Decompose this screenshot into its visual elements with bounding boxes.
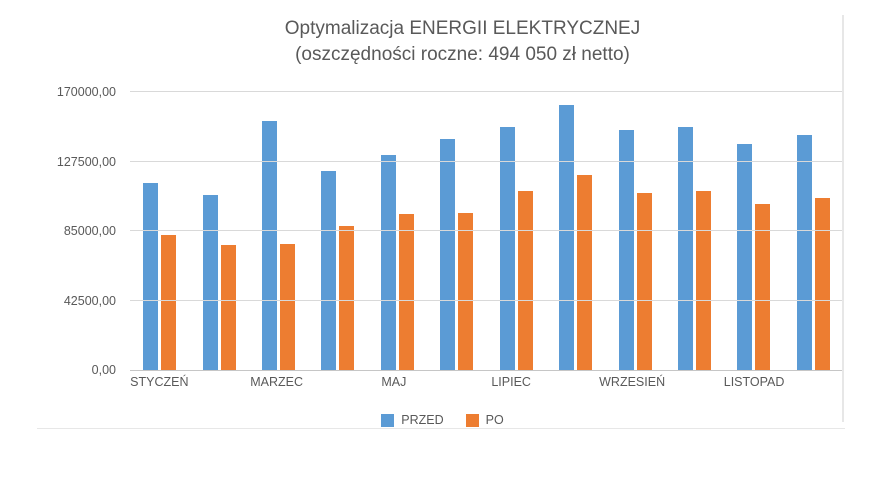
bar-group — [546, 92, 605, 370]
bar-group — [189, 92, 248, 370]
x-tick-label — [423, 375, 482, 389]
gridline — [130, 299, 843, 301]
legend-swatch-icon — [381, 413, 395, 427]
x-tick-label — [665, 375, 724, 389]
y-tick-label: 170000,00 — [56, 85, 116, 99]
legend-label: PRZED — [401, 413, 444, 427]
gridline — [130, 160, 843, 162]
x-tick-label: MAJ — [381, 375, 407, 389]
bar-group — [249, 92, 308, 370]
chart-title-line1: Optymalizacja ENERGII ELEKTRYCZNEJ — [284, 18, 641, 39]
bar-po — [755, 204, 771, 370]
y-tick-label: 127500,00 — [56, 154, 116, 169]
bar-po — [280, 244, 296, 370]
bar-przed — [737, 144, 753, 370]
y-tick-label: 85000,00 — [63, 224, 116, 238]
x-tick-label — [784, 375, 843, 389]
y-tick-label: 42500,00 — [63, 293, 116, 308]
bar-po — [398, 213, 414, 370]
bar-group — [784, 92, 843, 370]
bar-przed — [618, 129, 634, 370]
bar-przed — [796, 134, 812, 370]
x-tick-label: LISTOPAD — [723, 375, 785, 389]
x-tick-label — [189, 375, 248, 389]
bar-po — [814, 198, 830, 370]
bar-przed — [559, 105, 575, 370]
bar-przed — [202, 195, 218, 370]
bar-po — [458, 213, 474, 370]
bar-przed — [380, 154, 396, 370]
x-tick-label: MARZEC — [250, 375, 303, 389]
chart-title: Optymalizacja ENERGII ELEKTRYCZNEJ (oszc… — [40, 16, 885, 68]
bar-group — [427, 92, 486, 370]
bar-przed — [440, 139, 456, 370]
x-tick-label: LIPIEC — [491, 375, 531, 389]
bar-po — [517, 190, 533, 370]
plot-right-border — [842, 15, 844, 422]
bar-po — [220, 244, 236, 370]
gridline — [130, 91, 843, 92]
bar-po — [161, 235, 177, 370]
legend-label: PO — [485, 413, 504, 427]
bar-group — [605, 92, 664, 370]
legend-item: PO — [465, 413, 504, 427]
gridline — [130, 230, 843, 231]
x-axis-labels: STYCZEŃ MARZEC MAJ LIPIEC WRZESIEŃ LISTOPAD — [130, 375, 843, 389]
plot-bottom-border — [37, 428, 845, 429]
bar-group — [665, 92, 724, 370]
bar-przed — [262, 121, 278, 370]
legend-item: PRZED — [381, 413, 444, 427]
x-tick-label: STYCZEŃ — [130, 375, 189, 389]
bar-przed — [321, 170, 337, 370]
bar-group — [487, 92, 546, 370]
x-tick-label: WRZESIEŃ — [599, 375, 666, 389]
bar-group — [130, 92, 189, 370]
plot-area — [130, 91, 843, 371]
legend-swatch-icon — [465, 413, 479, 427]
x-tick-label — [540, 375, 599, 389]
legend: PRZED PO — [0, 411, 885, 429]
chart-title-line2: (oszczędności roczne: 494 050 zł netto) — [295, 44, 630, 65]
x-tick-label — [306, 375, 365, 389]
bar-group — [308, 92, 367, 370]
bar-po — [636, 192, 652, 370]
bar-przed — [143, 182, 159, 370]
bar-group — [724, 92, 783, 370]
bar-po — [696, 190, 711, 370]
y-axis-labels: 0,00 42500,00 85000,00 127500,00 170000,00 — [0, 85, 120, 377]
bar-groups — [130, 92, 843, 370]
y-tick-label: 0,00 — [91, 363, 116, 377]
bar-po — [339, 226, 355, 370]
bar-przed — [678, 127, 693, 370]
bar-group — [368, 92, 427, 370]
bar-po — [577, 174, 593, 370]
bar-przed — [499, 127, 515, 370]
